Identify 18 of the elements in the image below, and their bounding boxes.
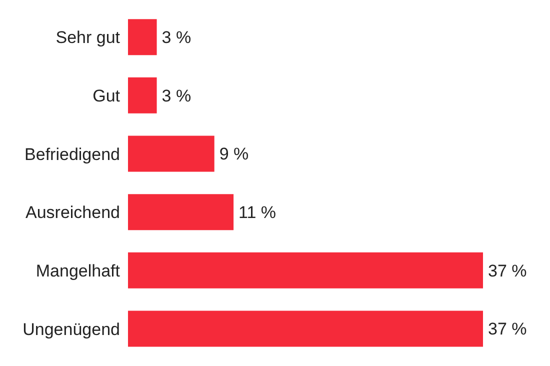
data-label: 37 %: [488, 320, 527, 339]
bar: [128, 77, 157, 114]
y-tick-label: Befriedigend: [24, 144, 120, 164]
bar: [128, 194, 234, 230]
y-tick-label: Mangelhaft: [36, 262, 120, 281]
data-label: 9 %: [219, 144, 249, 164]
data-label: 3 %: [162, 86, 192, 106]
data-label: 3 %: [162, 28, 192, 48]
bar: [128, 136, 214, 172]
y-tick-label: Ausreichend: [25, 203, 120, 222]
bar: [128, 19, 157, 56]
bar: [128, 310, 483, 347]
y-tick-label: Ungenügend: [22, 320, 120, 339]
data-label: 37 %: [488, 261, 527, 280]
y-tick-label: Sehr gut: [56, 28, 120, 48]
bar: [128, 252, 483, 288]
y-tick-label: Gut: [92, 86, 120, 106]
data-label: 11 %: [238, 203, 276, 222]
